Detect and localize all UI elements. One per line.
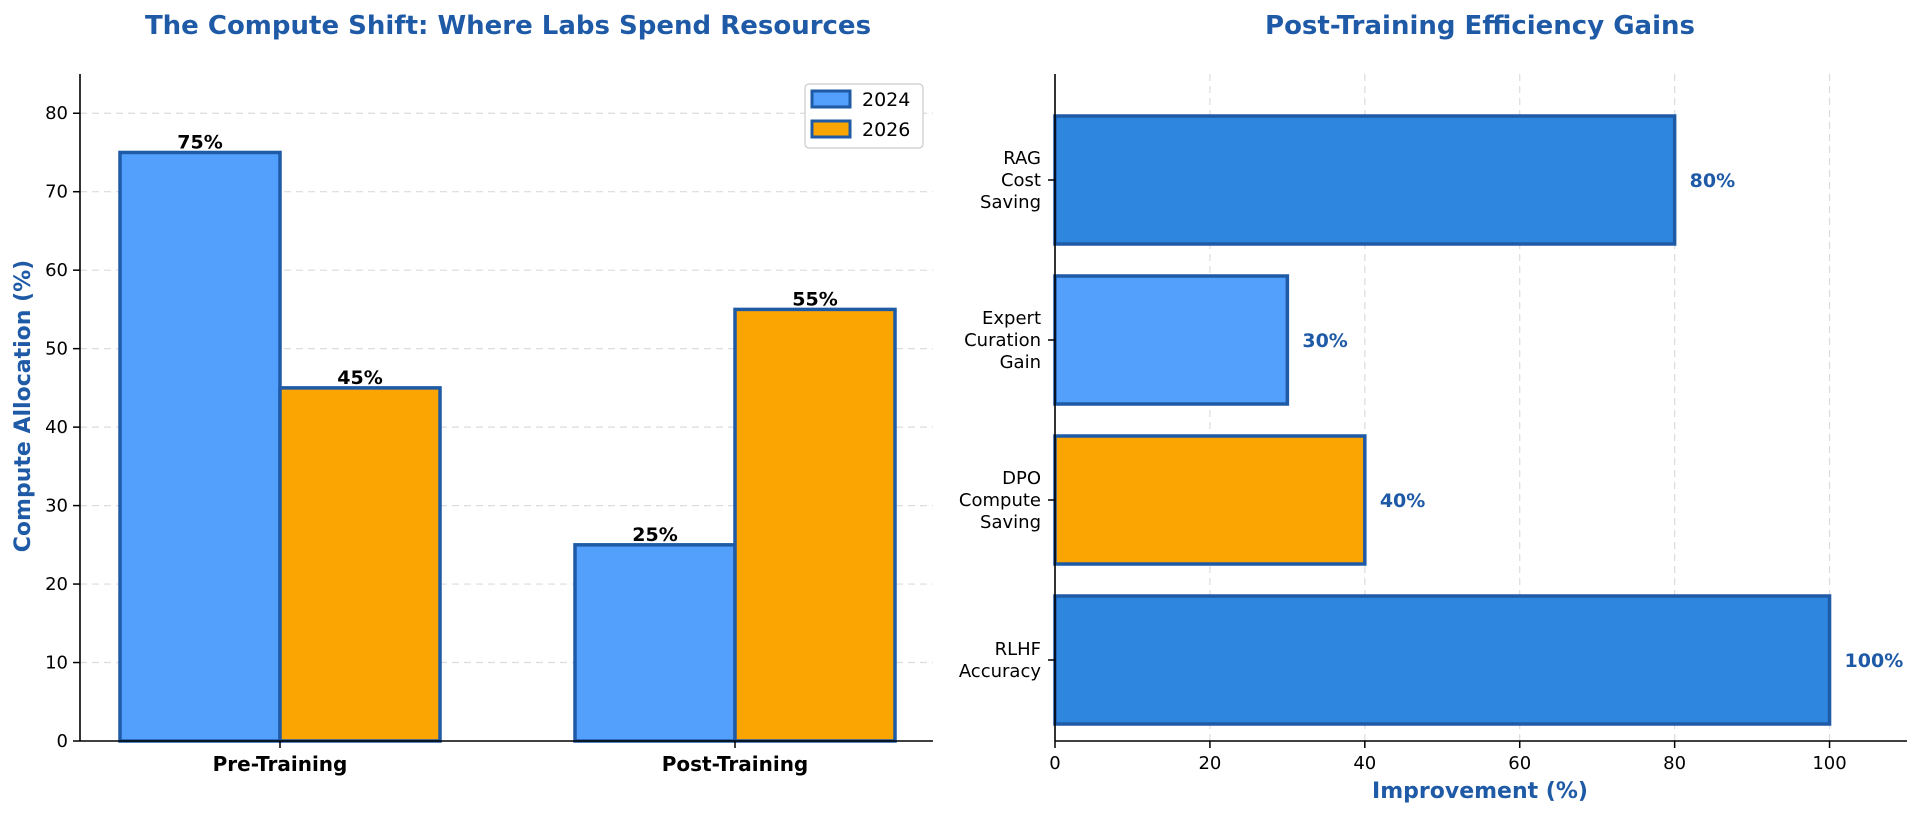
y-category-label-line: RLHF xyxy=(995,639,1041,660)
x-tick-label: 0 xyxy=(1049,753,1060,774)
bar-value-label: 100% xyxy=(1845,650,1904,672)
y-tick-label: 0 xyxy=(57,731,68,752)
efficiency-gains-chart: Post-Training Efficiency Gains 100% 40% 30… xyxy=(959,11,1907,804)
y-tick-label: 80 xyxy=(45,103,68,124)
bar-value-label: 45% xyxy=(337,367,382,389)
y-tick-label: 10 xyxy=(45,653,68,674)
right-axes: 0 20 40 60 80 100RLHFAccuracyDPOComputeSaving… xyxy=(959,74,1907,774)
bar-value-label: 30% xyxy=(1302,330,1347,352)
x-category-label: Post-Training xyxy=(662,752,809,776)
bar-value-label: 75% xyxy=(177,131,222,153)
bar-value-label: 80% xyxy=(1690,170,1735,192)
y-category-label-line: RAG xyxy=(1003,148,1041,169)
y-category-label-line: Cost xyxy=(1001,170,1041,191)
left-y-axis-title: Compute Allocation (%) xyxy=(11,260,36,552)
y-category-label-line: Gain xyxy=(1000,352,1041,373)
y-tick-label: 30 xyxy=(45,496,68,517)
y-category-label-line: Accuracy xyxy=(959,661,1042,682)
legend-swatch-2026 xyxy=(810,119,852,139)
x-tick-label: 20 xyxy=(1198,753,1221,774)
x-category-label: Pre-Training xyxy=(213,752,348,776)
y-tick-label: 20 xyxy=(45,574,68,595)
x-tick-label: 60 xyxy=(1508,753,1531,774)
left-axes: 0 10 20 30 40 50 60 70 80 Pre-Training Post-Traini… xyxy=(45,74,933,776)
bar-2026-1 xyxy=(733,307,897,743)
legend-swatch-2024 xyxy=(810,89,852,109)
x-tick-label: 80 xyxy=(1663,753,1686,774)
y-category-label-line: Expert xyxy=(982,308,1041,329)
left-chart-title: The Compute Shift: Where Labs Spend Reso… xyxy=(145,11,871,41)
x-tick-label: 100 xyxy=(1812,753,1846,774)
y-tick-label: 60 xyxy=(45,260,68,281)
bar-2024-1 xyxy=(573,543,737,743)
x-tick-label: 40 xyxy=(1353,753,1376,774)
left-bars: 75% 25% 45% 55% xyxy=(118,131,897,743)
bar-value-label: 25% xyxy=(632,524,677,546)
y-tick-label: 50 xyxy=(45,339,68,360)
legend-label: 2024 xyxy=(862,89,910,111)
right-bars: 100% 40% 30% 80% xyxy=(1053,114,1904,726)
bar-2024-0 xyxy=(118,150,282,743)
right-chart-title: Post-Training Efficiency Gains xyxy=(1265,11,1695,41)
bar-value-label: 55% xyxy=(792,288,837,310)
bar-2026-0 xyxy=(278,386,442,743)
legend-label: 2026 xyxy=(862,119,910,141)
hbar-3 xyxy=(1053,114,1677,246)
compute-shift-chart: The Compute Shift: Where Labs Spend Reso… xyxy=(11,11,933,776)
y-category-label-line: Saving xyxy=(980,192,1041,213)
y-category-label-line: Compute xyxy=(959,490,1041,511)
hbar-2 xyxy=(1053,274,1290,406)
bar-value-label: 40% xyxy=(1380,490,1425,512)
y-tick-label: 70 xyxy=(45,182,68,203)
y-category-label-line: Curation xyxy=(964,330,1041,351)
hbar-1 xyxy=(1053,434,1367,566)
y-tick-label: 40 xyxy=(45,417,68,438)
right-x-axis-title: Improvement (%) xyxy=(1372,779,1588,804)
left-legend: 2024 2026 xyxy=(804,83,924,149)
y-category-label-line: Saving xyxy=(980,512,1041,533)
hbar-0 xyxy=(1053,594,1832,726)
y-category-label-line: DPO xyxy=(1002,468,1041,489)
